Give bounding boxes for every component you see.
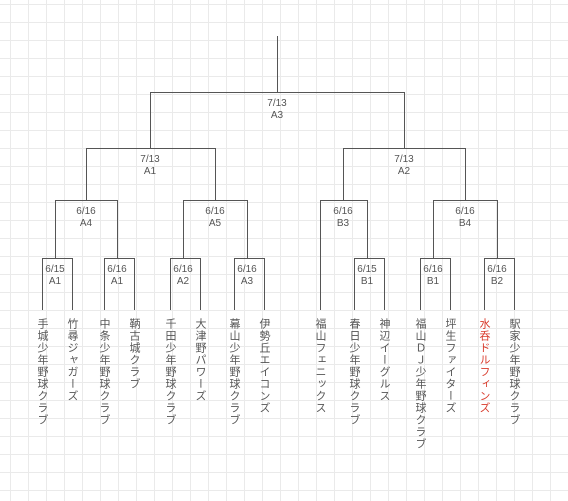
match-label: 7/13A2 — [394, 154, 413, 178]
grid-background — [0, 0, 568, 501]
match-label: 6/16A2 — [173, 264, 192, 288]
match-label: 6/16B1 — [423, 264, 442, 288]
match-label: 6/15B1 — [357, 264, 376, 288]
team-name: 駅家少年野球クラブ — [507, 318, 521, 426]
match-label: 6/16B3 — [333, 206, 352, 230]
team-name: 大津野パワーズ — [193, 318, 207, 402]
match-label: 7/13A1 — [140, 154, 159, 178]
match-label: 6/15A1 — [45, 264, 64, 288]
bracket-diagram: 6/15A1 6/16A1 6/16A2 6/16A3 6/15B1 6/16B1 6/16… — [0, 0, 568, 501]
team-name: 幕山少年野球クラブ — [227, 318, 241, 426]
team-name: 中条少年野球クラブ — [97, 318, 111, 426]
match-label: 6/16A5 — [205, 206, 224, 230]
team-name: 水呑ドルフィンズ — [477, 318, 491, 414]
team-name: 手城少年野球クラブ — [35, 318, 49, 426]
match-label: 6/16A3 — [237, 264, 256, 288]
team-name: 伊勢丘エイコンズ — [257, 318, 271, 414]
match-label: 6/16A1 — [107, 264, 126, 288]
team-name: 神辺イーグルス — [377, 318, 391, 402]
match-label: 6/16B2 — [487, 264, 506, 288]
team-name: 春日少年野球クラブ — [347, 318, 361, 426]
team-name: 竹尋ジャガーズ — [65, 318, 79, 402]
team-name: 福山ＤＪ少年野球クラブ — [413, 318, 427, 450]
match-label: 6/16A4 — [76, 206, 95, 230]
team-name: 千田少年野球クラブ — [163, 318, 177, 426]
team-name: 福山フェニックス — [313, 318, 327, 414]
match-label: 6/16B4 — [455, 206, 474, 230]
match-label: 7/13A3 — [267, 98, 286, 122]
team-name: 鞆古城クラブ — [127, 318, 141, 390]
team-name: 坪生ファイターズ — [443, 318, 457, 414]
